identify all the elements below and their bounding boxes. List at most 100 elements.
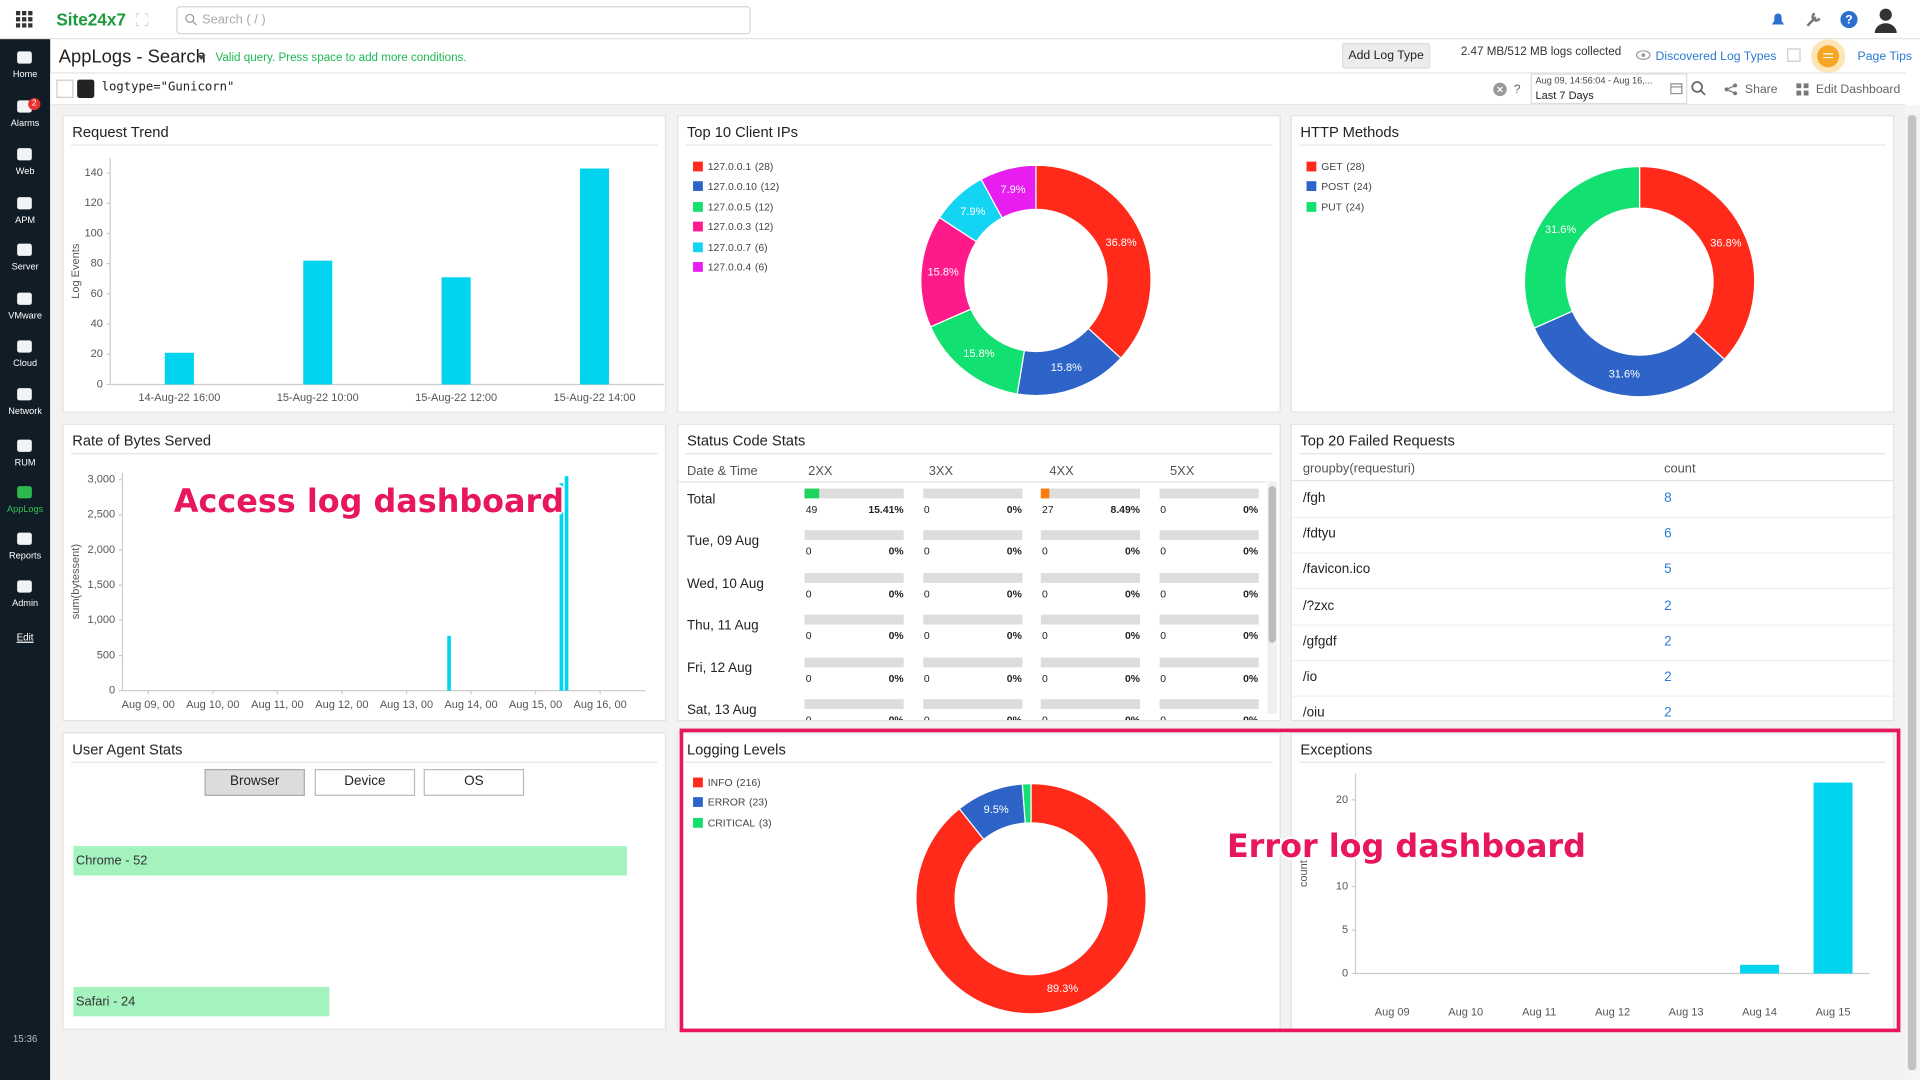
sidebar-icon[interactable] [17, 532, 32, 545]
progress-track [922, 699, 1022, 709]
legend-count[interactable]: 6 [755, 261, 768, 273]
legend-count[interactable]: 216 [736, 776, 760, 788]
legend-entry[interactable]: 127.0.0.312 [708, 221, 774, 233]
tab-label[interactable]: OS [464, 773, 484, 789]
request-count[interactable]: 2 [1664, 634, 1672, 649]
sidebar-icon[interactable] [17, 148, 32, 161]
legend-label[interactable]: ERROR [707, 796, 746, 809]
legend-entry[interactable]: ERROR23 [708, 796, 768, 808]
legend-entry[interactable]: INFO216 [708, 776, 761, 788]
sidebar-label[interactable]: Web [15, 165, 35, 177]
sidebar-icon[interactable] [17, 243, 32, 256]
edit-dashboard[interactable]: Edit Dashboard [1815, 83, 1901, 97]
sidebar-label[interactable]: Home [12, 68, 38, 80]
request-count[interactable]: 8 [1664, 491, 1672, 506]
sidebar-label[interactable]: Reports [9, 549, 42, 561]
legend-entry[interactable]: PUT24 [1321, 201, 1364, 213]
tab-label[interactable]: Device [344, 773, 386, 789]
sidebar-label[interactable]: AppLogs [6, 503, 44, 515]
cell-percent: 0% [1243, 503, 1259, 516]
sidebar-label[interactable]: RUM [14, 456, 36, 468]
sidebar-icon[interactable] [17, 292, 32, 305]
sidebar-label[interactable]: Admin [12, 597, 39, 609]
chart: 0 500 1,000 1,500 2,000 2,500 3,000 sum(bytesse… [70, 472, 646, 711]
legend-label[interactable]: POST [1321, 180, 1350, 193]
sidebar-label[interactable]: Alarms [10, 117, 40, 129]
legend-count[interactable]: 6 [755, 241, 768, 253]
legend-label[interactable]: GET [1321, 160, 1343, 173]
legend-entry[interactable]: 127.0.0.46 [708, 261, 768, 273]
sidebar-label[interactable]: Cloud [13, 357, 38, 369]
sidebar-icon[interactable] [17, 580, 32, 593]
request-count[interactable]: 2 [1664, 669, 1672, 685]
legend-entry[interactable]: POST24 [1321, 180, 1372, 192]
legend-count[interactable]: 28 [755, 160, 774, 172]
legend-label[interactable]: 127.0.0.1 [707, 160, 752, 173]
add-log-type-button[interactable] [1342, 42, 1431, 69]
chart: 0 20 40 60 80 100 120 140 Log Events 14-Aug-22 16… [70, 157, 664, 404]
legend-swatch [693, 777, 703, 788]
tab-label[interactable]: Browser [229, 773, 280, 789]
legend-count[interactable]: 12 [755, 201, 774, 213]
sidebar-icon[interactable] [17, 439, 32, 452]
add-log-type-label[interactable]: Add Log Type [1348, 48, 1424, 63]
legend-entry[interactable]: 127.0.0.512 [708, 201, 774, 213]
legend-label[interactable]: 127.0.0.5 [707, 200, 752, 213]
legend-label[interactable]: PUT [1321, 200, 1343, 213]
page-tips[interactable]: Page Tips [1857, 50, 1913, 64]
legend-count[interactable]: 24 [1346, 201, 1365, 213]
legend-entry[interactable]: 127.0.0.76 [708, 241, 768, 253]
share[interactable]: Share [1744, 83, 1778, 97]
bar [579, 168, 610, 385]
column-header: 2XX [808, 464, 833, 479]
legend-label[interactable]: 127.0.0.7 [707, 240, 752, 253]
sidebar-label[interactable]: APM [15, 214, 36, 226]
legend-entry[interactable]: 127.0.0.10 12 [708, 180, 779, 192]
sidebar-icon[interactable] [17, 197, 32, 210]
y-tick-label: 80 [91, 258, 103, 270]
y-tick-label: 1,000 [88, 614, 116, 626]
discovered-log-types[interactable]: Discovered Log Types [1655, 50, 1777, 64]
sidebar-label[interactable]: Server [11, 260, 39, 272]
sidebar-icon[interactable] [17, 51, 32, 64]
legend-count[interactable]: 28 [1346, 160, 1365, 172]
query-icon-list[interactable] [56, 79, 74, 98]
legend-label[interactable]: 127.0.0.3 [707, 220, 752, 233]
legend-entry[interactable]: GET28 [1321, 160, 1365, 172]
legend-label[interactable]: 127.0.0.4 [707, 260, 752, 274]
sidebar-icon[interactable] [17, 340, 32, 353]
time-range-box[interactable] [1530, 73, 1688, 105]
sidebar-icon[interactable] [17, 486, 32, 499]
x-tick-label: Aug 13 [1669, 1007, 1704, 1019]
request-uri: /oiu [1302, 705, 1325, 721]
sidebar-label[interactable]: VMware [8, 309, 42, 321]
legend-label[interactable]: 127.0.0.10 [707, 180, 757, 193]
apps-menu-icon-part [15, 17, 21, 22]
sidebar-label[interactable]: Network [8, 405, 42, 417]
request-count[interactable]: 2 [1664, 598, 1672, 613]
panel-title: HTTP Methods [1300, 123, 1399, 141]
request-count[interactable]: 2 [1664, 705, 1672, 721]
search-box[interactable] [176, 6, 751, 35]
legend-count[interactable]: 24 [1353, 180, 1372, 192]
legend-entry[interactable]: 127.0.0.128 [708, 160, 774, 172]
legend-label[interactable]: INFO [707, 776, 733, 789]
tab-button[interactable] [314, 768, 416, 796]
query-icon-mode[interactable] [77, 79, 95, 98]
request-uri: /io [1302, 669, 1318, 685]
request-count[interactable]: 5 [1664, 562, 1672, 578]
legend-count[interactable]: 12 [761, 180, 780, 192]
legend-count[interactable]: 12 [755, 221, 774, 233]
legend-count[interactable]: 23 [749, 796, 768, 808]
tab-button[interactable] [204, 768, 305, 796]
bar [303, 260, 333, 385]
legend-entry[interactable]: CRITICAL3 [708, 816, 772, 828]
progress-track [1158, 614, 1259, 625]
legend-count[interactable]: 3 [759, 816, 772, 828]
legend-label[interactable]: CRITICAL [707, 816, 756, 829]
sidebar-icon[interactable] [17, 388, 32, 401]
request-count[interactable]: 6 [1664, 526, 1672, 542]
sidebar [0, 39, 51, 1080]
tab-button[interactable] [423, 768, 525, 796]
sidebar-edit[interactable]: Edit [16, 631, 34, 643]
